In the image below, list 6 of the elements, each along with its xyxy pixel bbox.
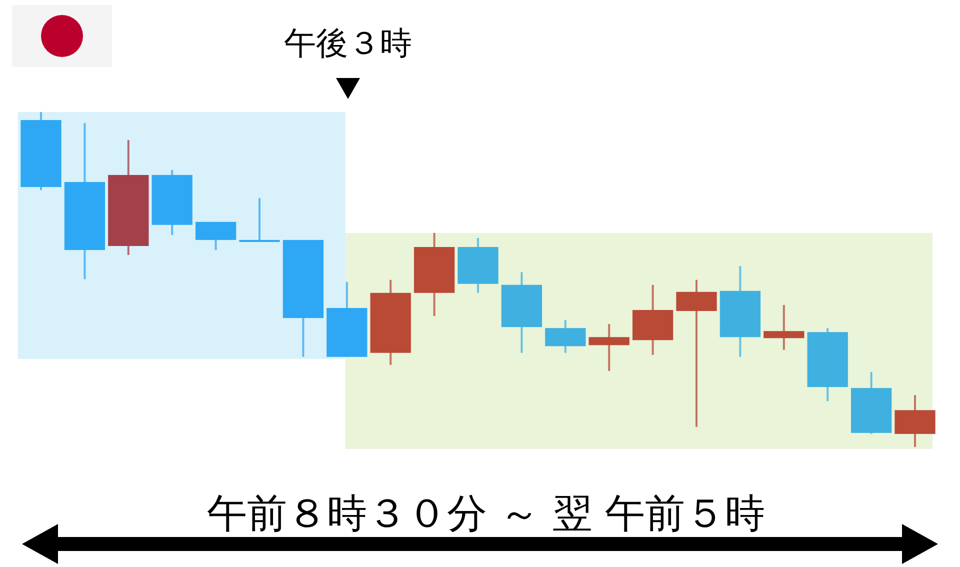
text: 午前８時３０分 ～ 翌 午前５時 bbox=[206, 491, 766, 537]
candlestick bbox=[239, 197, 280, 242]
candlestick bbox=[764, 304, 804, 351]
candlestick bbox=[676, 278, 717, 428]
text: 午後３時 bbox=[284, 24, 412, 62]
candlestick bbox=[588, 323, 630, 372]
